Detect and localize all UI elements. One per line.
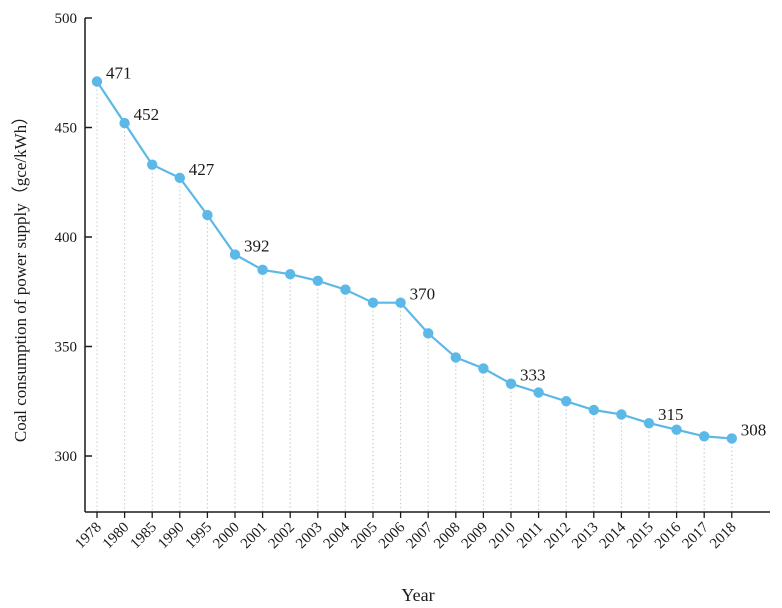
data-label: 370 xyxy=(410,285,436,304)
data-point xyxy=(285,269,296,280)
x-tick-label: 1980 xyxy=(100,520,133,553)
x-tick-label: 2003 xyxy=(293,520,326,553)
x-tick-label: 2008 xyxy=(431,520,464,553)
y-axis-title: Coal consumption of power supply（gce/kWh… xyxy=(11,108,30,442)
data-markers xyxy=(91,76,737,444)
data-label: 333 xyxy=(520,366,546,385)
drop-lines xyxy=(96,81,733,512)
x-tick-label: 2015 xyxy=(624,520,657,553)
data-point xyxy=(699,431,710,442)
x-tick-label: 2013 xyxy=(569,520,602,553)
y-tick-label: 300 xyxy=(55,449,78,465)
data-point xyxy=(726,433,737,444)
x-tick-label: 2006 xyxy=(376,519,409,552)
data-label: 392 xyxy=(244,237,270,256)
y-tick-label: 350 xyxy=(55,340,78,356)
data-label: 308 xyxy=(741,420,767,439)
data-point xyxy=(561,396,572,407)
x-tick-label: 1990 xyxy=(155,520,188,553)
data-point xyxy=(643,417,655,429)
y-tick-label: 400 xyxy=(55,230,78,246)
data-point xyxy=(367,297,379,308)
data-point xyxy=(312,275,323,286)
data-point xyxy=(533,387,544,398)
x-tick-label: 2005 xyxy=(348,520,381,553)
data-label: 471 xyxy=(106,64,132,83)
x-tick-label: 2017 xyxy=(680,519,713,552)
data-point xyxy=(588,404,599,416)
data-label: 427 xyxy=(189,160,215,179)
data-label: 315 xyxy=(658,405,684,424)
data-point xyxy=(257,264,268,276)
x-tick-label: 2014 xyxy=(597,519,630,552)
x-tick-label: 2002 xyxy=(266,520,299,553)
data-point xyxy=(671,424,682,435)
x-tick-label: 2000 xyxy=(210,520,243,553)
x-tick-label: 2011 xyxy=(514,520,546,552)
data-point xyxy=(202,209,213,221)
data-point xyxy=(450,352,461,363)
x-tick-label: 1978 xyxy=(72,520,105,553)
data-point xyxy=(505,378,517,389)
y-tick-label: 500 xyxy=(55,11,78,27)
data-point xyxy=(119,117,130,129)
x-tick-label: 1985 xyxy=(128,520,161,553)
x-tick-label: 2001 xyxy=(238,520,271,553)
x-axis-title: Year xyxy=(401,585,434,605)
y-ticks: 300 350 400 450 500 xyxy=(55,11,92,465)
data-labels: 471 452 427 392 370 333 315 308 xyxy=(106,64,766,440)
data-point xyxy=(423,328,434,339)
data-point xyxy=(478,363,489,374)
data-point xyxy=(174,172,185,184)
data-point xyxy=(616,409,627,420)
data-point xyxy=(147,159,158,170)
x-tick-label: 2009 xyxy=(459,520,492,553)
x-ticks: 1978198019851990199520002001200220032004… xyxy=(72,512,740,553)
data-point xyxy=(395,297,406,308)
series-line xyxy=(96,80,732,440)
x-tick-label: 2010 xyxy=(486,520,519,553)
x-tick-label: 2004 xyxy=(321,519,354,552)
x-tick-label: 2018 xyxy=(707,520,740,553)
data-point xyxy=(91,76,103,87)
x-tick-label: 1995 xyxy=(183,520,216,553)
data-point xyxy=(229,249,241,260)
y-tick-label: 450 xyxy=(55,121,78,137)
x-tick-label: 2007 xyxy=(404,519,437,552)
data-point xyxy=(340,284,351,295)
data-label: 452 xyxy=(134,105,160,124)
x-tick-label: 2016 xyxy=(652,519,685,552)
axes xyxy=(84,18,770,513)
x-tick-label: 2012 xyxy=(542,520,575,553)
